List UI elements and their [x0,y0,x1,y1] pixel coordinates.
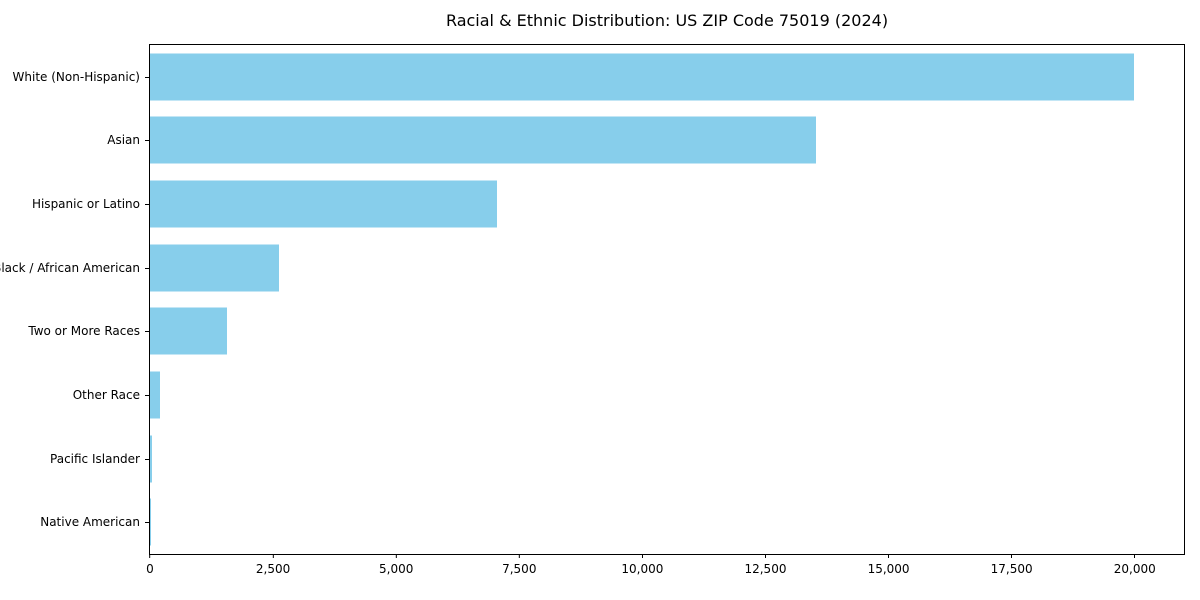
y-tick-mark [145,76,149,78]
bar [150,53,1134,101]
bar [150,244,279,292]
x-tick-label: 10,000 [621,562,664,576]
bar-rows: White (Non-Hispanic) Asian Hispanic or Lat… [0,45,1184,554]
x-tick-mark [888,554,890,558]
y-axis-label: White (Non-Hispanic) [12,69,140,84]
x-tick: 5,000 [379,554,413,576]
plot-area: White (Non-Hispanic) Asian Hispanic or Lat… [0,44,1185,576]
y-tick-mark [145,394,149,396]
x-tick-label: 20,000 [1113,562,1156,576]
y-axis-label: Asian [107,133,140,148]
x-tick-mark [272,554,274,558]
x-tick: 0 [146,554,154,576]
chart-row: Two or More Races [28,300,1184,364]
chart-row: Hispanic or Latino [32,172,1184,236]
chart-row: Pacific Islander [50,427,1184,491]
x-tick-mark [149,554,151,558]
x-tick-mark [1134,554,1136,558]
chart-row: Black / African American [0,236,1184,300]
chart-row: Asian [107,109,1184,173]
x-tick-mark [764,554,766,558]
x-tick: 10,000 [621,554,663,576]
chart-row: Native American [40,490,1184,554]
x-tick-label: 17,500 [990,562,1033,576]
x-tick-label: 5,000 [379,562,414,576]
x-tick-label: 15,000 [867,562,910,576]
x-tick: 7,500 [502,554,536,576]
y-axis-label: Hispanic or Latino [31,197,140,212]
x-tick-label: 7,500 [502,562,537,576]
bar [150,180,497,228]
bar [150,498,152,546]
y-tick-mark [145,140,149,142]
x-axis-ticks: 0 2,500 5,000 7,500 10,000 12,500 15,000 17,500… [146,554,1184,584]
y-tick-mark [145,458,149,460]
chart-row: White (Non-Hispanic) [13,45,1184,109]
x-tick-label: 2,500 [255,562,291,576]
y-tick-mark [145,522,149,524]
y-tick-mark [145,267,149,269]
chart-title: Racial & Ethnic Distribution: US ZIP Cod… [445,11,889,30]
y-tick-mark [145,204,149,206]
x-tick-mark [641,554,643,558]
y-axis-label: Other Race [72,387,140,402]
x-tick-mark [1011,554,1013,558]
x-tick-label: 0 [146,562,154,576]
x-tick: 2,500 [256,554,290,576]
x-tick-mark [395,554,397,558]
bar [150,435,152,483]
y-axis-label: Native American [40,515,140,530]
x-tick: 15,000 [868,554,910,576]
x-tick: 17,500 [991,554,1033,576]
bar [150,371,160,419]
x-tick: 12,500 [744,554,786,576]
y-axis-label: Black / African American [0,260,140,275]
x-tick-mark [518,554,520,558]
y-axis-label: Pacific Islander [50,451,140,466]
bar [150,307,227,355]
y-axis-label: Two or More Races [28,324,140,339]
x-tick: 20,000 [1114,554,1156,576]
y-tick-mark [145,331,149,333]
bar [150,116,816,164]
x-tick-label: 12,500 [744,562,787,576]
chart-row: Other Race [73,363,1184,427]
